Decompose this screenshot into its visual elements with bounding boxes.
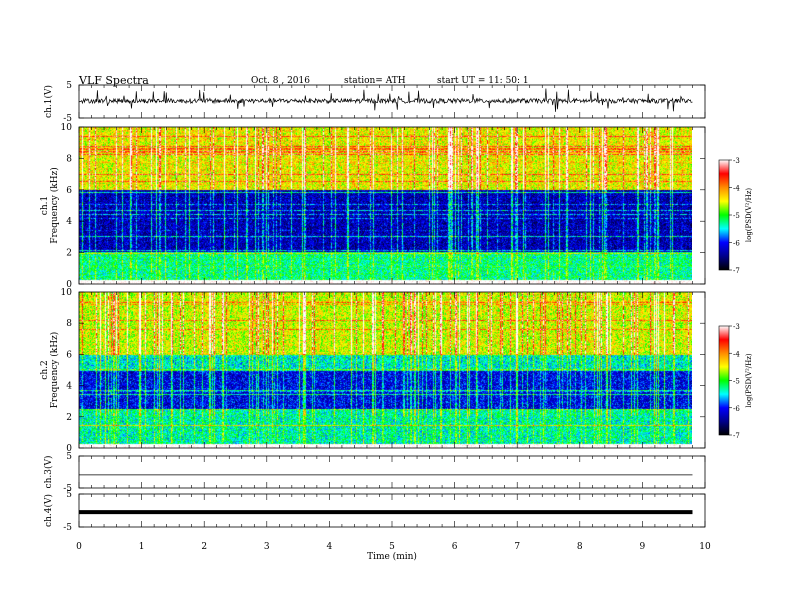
ch1-colorbar-tick-label: -7 [733,267,740,275]
ch1-colorbar [718,159,730,271]
x-tick-label: 4 [327,542,333,552]
ch2-spec-ylabel: ch.2Frequency (kHz) [40,332,60,409]
ch1-spec-ytick-label: 4 [66,217,72,227]
ch2-spec-ytick-label: 6 [66,350,72,360]
ch1-spec-ytick-label: 2 [66,249,72,259]
ch1-colorbar-tick-label: -4 [733,185,740,193]
ch1-ylabel: ch.1(V) [43,85,54,118]
ch2-spectrogram-image [79,292,692,448]
ch2-colorbar-tick-label: -4 [733,350,740,358]
ch1-colorbar-tick-label: -3 [733,157,740,165]
ch1-waveform-line [78,88,693,112]
x-tick-label: 3 [264,542,270,552]
ch2-spec-ytick-label: 2 [66,413,72,423]
ch2-spec-ytick-label: 8 [66,319,72,329]
x-tick-label: 6 [452,542,458,552]
x-tick-label: 7 [514,542,520,552]
start-time-label: start UT = 11: 50: 1 [437,76,529,86]
ch2-colorbar-tick-label: -5 [733,378,740,386]
ch1-spec-ytick-label: 0 [66,280,72,290]
x-tick-label: 1 [139,542,145,552]
date-label: Oct. 8 , 2016 [251,76,310,86]
ch2-colorbar [718,325,730,436]
ch2-spec-ytick-label: 10 [61,288,73,298]
ch2-colorbar-tick-label: -7 [733,432,740,440]
ch2-spec-ytick-label: 4 [66,382,72,392]
station-label: station= ATH [344,76,406,86]
ch4-ylabel: ch.4(V) [43,494,54,527]
ch3-ylabel: ch.3(V) [43,456,54,489]
ch2-colorbar-tick-label: -6 [733,405,740,413]
ch3-wave-ytick-label: 5 [66,452,72,462]
plot-title: VLF Spectra [79,74,149,87]
x-tick-label: 10 [699,542,711,552]
ch4-wave-ytick-label: -5 [63,523,72,533]
ch3-wave-ytick-label: -5 [63,484,72,494]
x-tick-label: 5 [389,542,395,552]
ch2-colorbar-label: log(PSD(V²/Hz) [745,353,753,408]
x-tick-label: 9 [640,542,646,552]
ch2-spec-ytick-label: 0 [66,444,72,454]
ch1-colorbar-tick-label: -5 [733,212,740,220]
ch1-wave-ytick-label: -5 [63,114,72,124]
ch1-colorbar-tick-label: -6 [733,240,740,248]
x-tick-label: 8 [577,542,583,552]
x-tick-label: 2 [201,542,207,552]
x-tick-label: 0 [76,542,82,552]
ch1-spec-ytick-label: 10 [61,123,73,133]
ch1-spec-ytick-label: 8 [66,154,72,164]
ch1-spec-ytick-label: 6 [66,186,72,196]
ch4-wave-ytick-label: 5 [66,490,72,500]
ch1-spec-ylabel: ch.1Frequency (kHz) [40,167,60,244]
x-axis-label: Time (min) [367,551,417,562]
ch1-colorbar-label: log(PSD(V²/Hz) [745,188,753,243]
ch1-spectrogram-image [79,127,692,284]
ch2-colorbar-tick-label: -3 [733,323,740,331]
ch1-wave-ytick-label: 5 [66,81,72,91]
